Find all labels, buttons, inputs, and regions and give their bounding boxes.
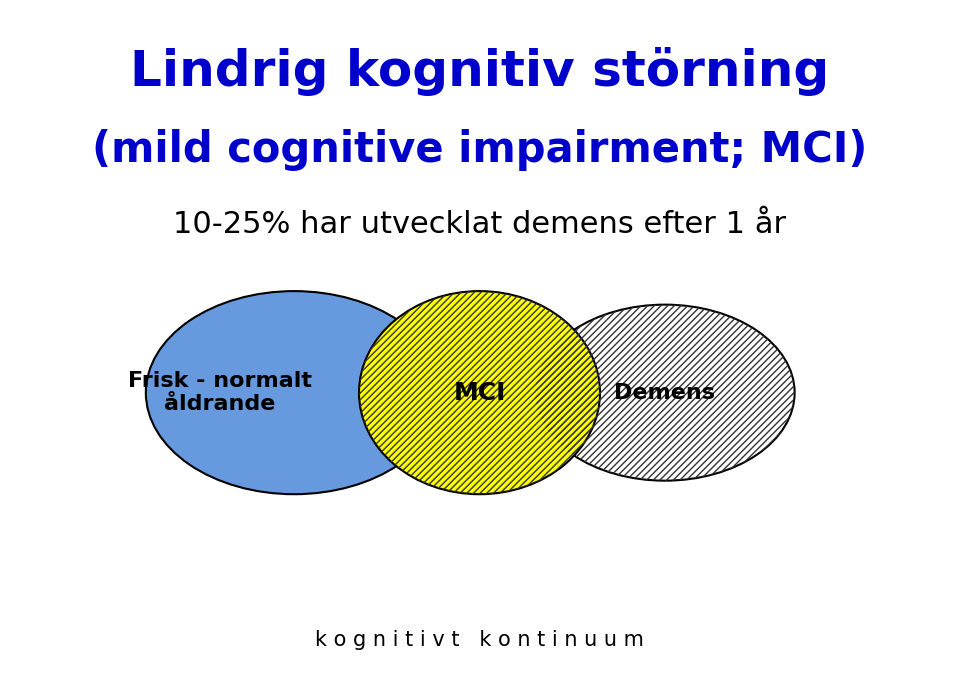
Ellipse shape [535, 305, 795, 481]
Text: (mild cognitive impairment; MCI): (mild cognitive impairment; MCI) [92, 129, 867, 171]
Text: Lindrig kognitiv störning: Lindrig kognitiv störning [129, 47, 830, 96]
Ellipse shape [359, 291, 600, 494]
Ellipse shape [146, 291, 442, 494]
Text: k o g n i t i v t   k o n t i n u u m: k o g n i t i v t k o n t i n u u m [316, 630, 643, 650]
Text: Frisk - normalt
åldrande: Frisk - normalt åldrande [128, 371, 312, 414]
Text: MCI: MCI [454, 380, 505, 405]
Text: 10-25% har utvecklat demens efter 1 år: 10-25% har utvecklat demens efter 1 år [173, 210, 786, 239]
Text: Demens: Demens [615, 383, 715, 403]
